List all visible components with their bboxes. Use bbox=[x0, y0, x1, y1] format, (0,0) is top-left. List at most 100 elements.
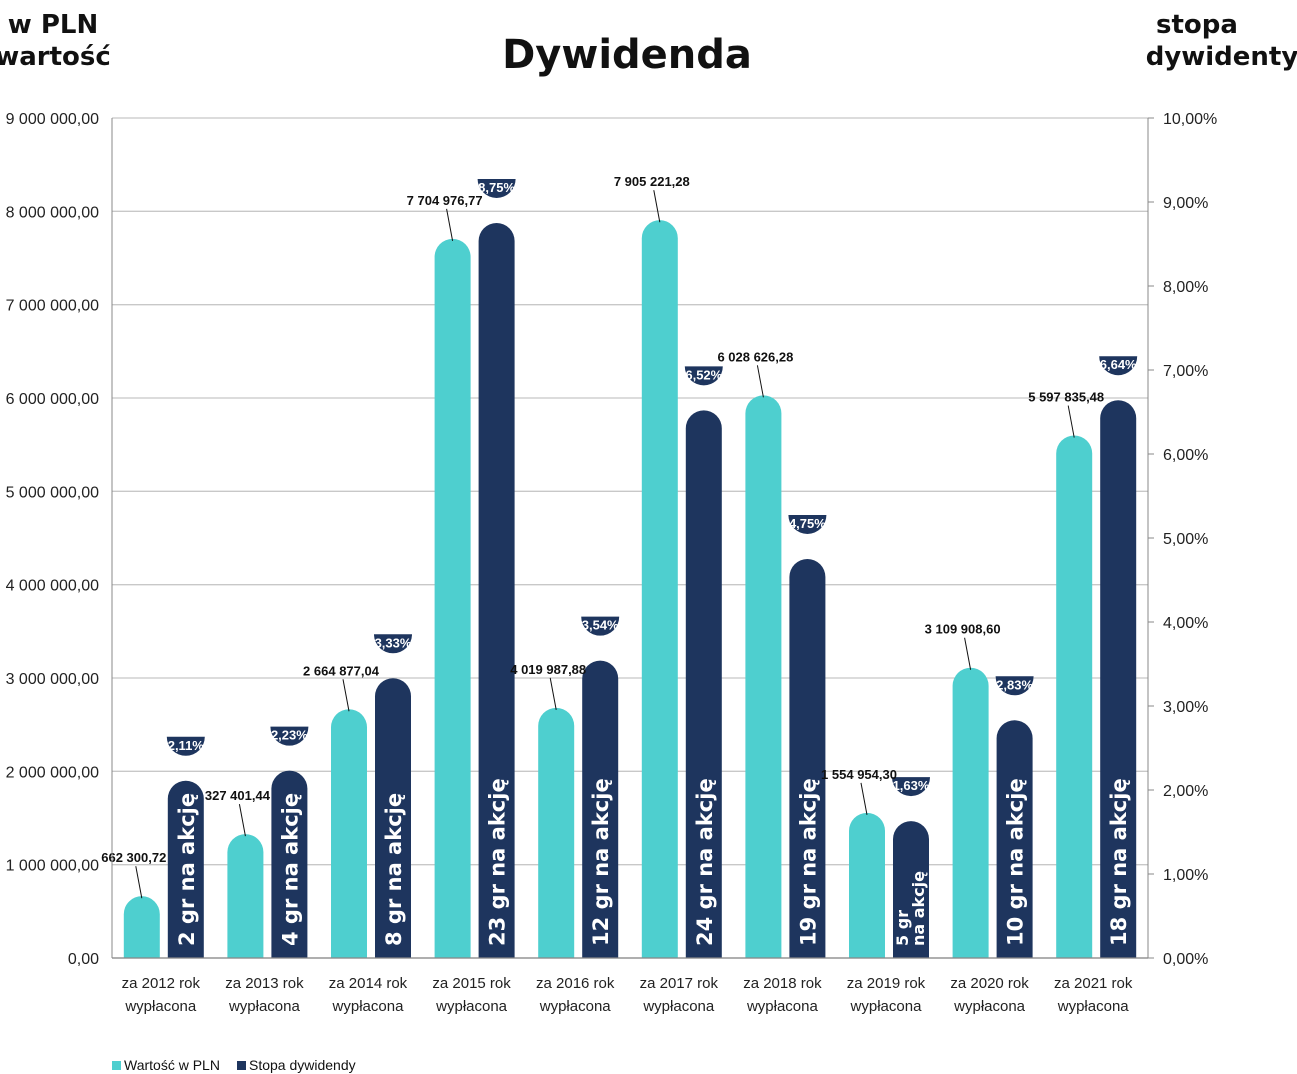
value-bar bbox=[952, 667, 989, 958]
rate-label: 6,64% bbox=[1100, 357, 1137, 372]
per-share-label: 10 gr na akcję bbox=[1004, 778, 1028, 946]
value-bar bbox=[227, 834, 264, 958]
category-label-line1: za 2016 rok bbox=[536, 975, 615, 992]
gridlines bbox=[112, 117, 1148, 959]
rate-bar bbox=[789, 559, 826, 958]
per-share-label: 4 gr na akcję bbox=[278, 793, 302, 946]
axes: 0,00 1 000 000,00 2 000 000,00 3 000 000,00… bbox=[6, 111, 1218, 1015]
category-label-line2: wypłacona bbox=[1057, 998, 1130, 1015]
rate-bar bbox=[478, 223, 515, 958]
category-label-line2: wypłacona bbox=[850, 998, 923, 1015]
rate-badge bbox=[995, 676, 1034, 696]
value-label: 1 554 954,30 bbox=[821, 767, 897, 782]
value-bar bbox=[331, 709, 367, 958]
rate-badge bbox=[788, 515, 827, 534]
category-label-line2: wypłacona bbox=[746, 998, 819, 1015]
rate-badge bbox=[477, 179, 516, 198]
value-label: 662 300,72 bbox=[101, 850, 166, 865]
rate-badge bbox=[166, 736, 205, 756]
rate-badge bbox=[374, 634, 412, 654]
right-tick-label: 0,00% bbox=[1163, 951, 1208, 968]
right-tick-label: 1,00% bbox=[1163, 867, 1208, 884]
rate-bar bbox=[685, 410, 722, 958]
per-share-line: 5 gr bbox=[893, 910, 912, 946]
legend: Wartość w PLN Stopa dywidendy bbox=[112, 1057, 356, 1073]
rate-badge bbox=[1099, 356, 1138, 376]
category-label-line2: wypłacona bbox=[953, 998, 1026, 1015]
value-label: 7 704 976,77 bbox=[407, 193, 483, 208]
category-label-line1: za 2020 rok bbox=[950, 975, 1029, 992]
right-axis-title-line2: dywidenty bbox=[1146, 42, 1297, 72]
rate-label: 2,83% bbox=[996, 677, 1033, 692]
value-bar bbox=[538, 707, 575, 958]
rate-label: 2,11% bbox=[168, 738, 205, 753]
value-bar bbox=[849, 812, 885, 958]
left-tick-label: 5 000 000,00 bbox=[6, 484, 100, 501]
rate-badge bbox=[270, 726, 309, 746]
value-leader-line bbox=[135, 866, 143, 899]
value-label: 5 597 835,48 bbox=[1028, 390, 1104, 405]
bars bbox=[123, 179, 1138, 959]
category-label-line1: za 2018 rok bbox=[743, 975, 822, 992]
right-tick-label: 2,00% bbox=[1163, 783, 1208, 800]
left-tick-label: 9 000 000,00 bbox=[6, 111, 100, 128]
rate-label: 6,52% bbox=[685, 367, 722, 382]
per-share-line: na akcję bbox=[909, 871, 928, 946]
left-tick-label: 2 000 000,00 bbox=[6, 764, 100, 781]
category-label-line1: za 2021 rok bbox=[1054, 975, 1133, 992]
chart-title: Dywidenda bbox=[502, 32, 752, 78]
category-label-line1: za 2013 rok bbox=[225, 975, 304, 992]
category-label-line2: wypłacona bbox=[539, 998, 612, 1015]
value-label: 327 401,44 bbox=[205, 788, 271, 803]
left-tick-label: 6 000 000,00 bbox=[6, 391, 100, 408]
rate-label: 3,54% bbox=[582, 618, 619, 633]
value-leader-line bbox=[964, 637, 972, 670]
value-label: 4 019 987,88 bbox=[510, 662, 586, 677]
rate-badge bbox=[581, 616, 620, 636]
value-label: 2 664 877,04 bbox=[303, 663, 380, 678]
right-tick-label: 4,00% bbox=[1163, 615, 1208, 632]
category-label-line2: wypłacona bbox=[228, 998, 301, 1015]
category-label-line1: za 2014 rok bbox=[329, 975, 408, 992]
left-tick-label: 0,00 bbox=[68, 951, 99, 968]
data-labels: 2,11% 662 300,72 2 gr na akcję 2,23% 327 401… bbox=[101, 174, 1137, 946]
rate-badge bbox=[684, 366, 723, 386]
category-label-line2: wypłacona bbox=[124, 998, 197, 1015]
left-tick-label: 1 000 000,00 bbox=[6, 858, 100, 875]
left-tick-label: 8 000 000,00 bbox=[6, 204, 100, 221]
right-tick-label: 3,00% bbox=[1163, 699, 1208, 716]
rate-bar bbox=[1100, 400, 1137, 958]
value-leader-line bbox=[756, 365, 764, 398]
category-label-line1: za 2012 rok bbox=[122, 975, 201, 992]
rate-label: 4,75% bbox=[789, 516, 826, 531]
right-tick-label: 7,00% bbox=[1163, 363, 1208, 380]
value-leader-line bbox=[1067, 405, 1075, 438]
category-label-line2: wypłacona bbox=[435, 998, 508, 1015]
left-tick-label: 4 000 000,00 bbox=[6, 578, 100, 595]
right-tick-label: 9,00% bbox=[1163, 195, 1208, 212]
value-label: 6 028 626,28 bbox=[717, 349, 793, 364]
value-label: 3 109 908,60 bbox=[925, 622, 1001, 637]
per-share-label: 19 gr na akcję bbox=[796, 778, 820, 946]
left-axis-title-line2: wartość bbox=[0, 42, 111, 72]
left-axis-title-line1: w PLN bbox=[8, 10, 98, 40]
value-bar bbox=[745, 395, 782, 958]
value-bar bbox=[1056, 435, 1093, 958]
per-share-label: 24 gr na akcję bbox=[693, 778, 717, 946]
legend-label-value: Wartość w PLN bbox=[124, 1057, 220, 1073]
value-leader-line bbox=[653, 190, 661, 223]
category-label-line1: za 2015 rok bbox=[432, 975, 511, 992]
value-leader-line bbox=[238, 804, 246, 837]
legend-swatch-rate bbox=[237, 1061, 246, 1070]
rate-label: 1,63% bbox=[893, 778, 930, 793]
rate-bar bbox=[893, 821, 929, 958]
value-leader-line bbox=[549, 677, 557, 710]
value-leader-line bbox=[342, 679, 350, 712]
value-bar bbox=[434, 238, 471, 958]
value-bar bbox=[123, 896, 160, 958]
right-tick-label: 5,00% bbox=[1163, 531, 1208, 548]
category-label-line2: wypłacona bbox=[332, 998, 405, 1015]
category-label-line1: za 2019 rok bbox=[847, 975, 926, 992]
rate-bar bbox=[167, 780, 204, 958]
